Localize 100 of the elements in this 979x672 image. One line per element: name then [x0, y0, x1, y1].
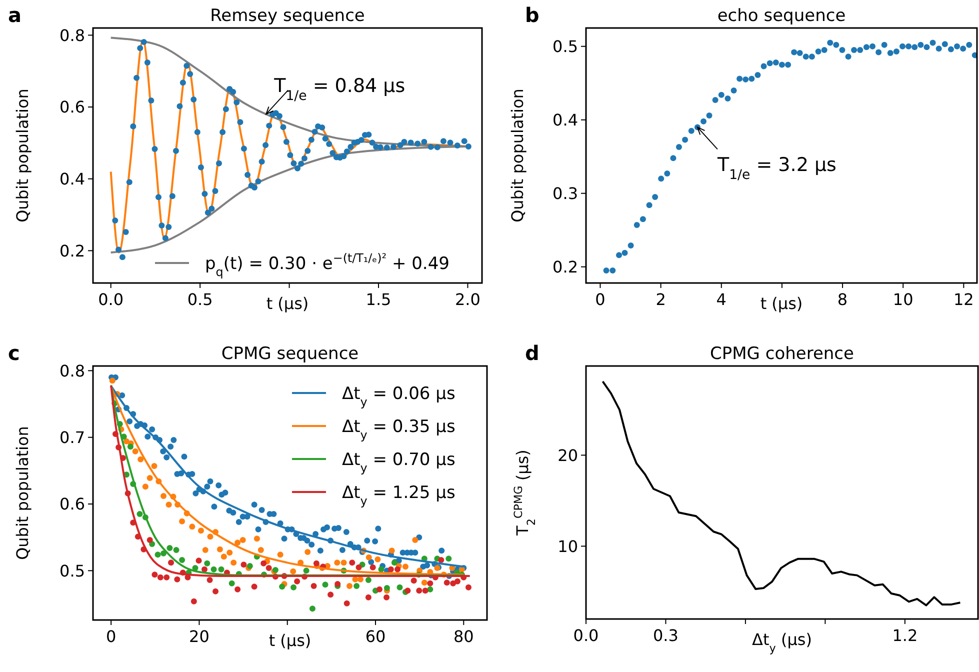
- legend-label: Δt$_{y}$ = 1.25 µs: [342, 482, 456, 508]
- point: [168, 560, 174, 566]
- point: [388, 566, 394, 572]
- annotation: T$_{1/e}$ = 0.84 µs: [273, 75, 406, 104]
- annotation: T$_{1/e}$ = 3.2 µs: [716, 154, 836, 183]
- line-series: [602, 380, 962, 606]
- point: [152, 572, 158, 578]
- y-tick-label: 0.5: [552, 36, 578, 56]
- point: [438, 557, 444, 563]
- point: [427, 580, 434, 586]
- x-tick-label: 2: [656, 290, 666, 309]
- y-tick-label: 20: [558, 446, 578, 465]
- point: [157, 574, 164, 580]
- point: [173, 547, 180, 553]
- point: [444, 580, 450, 586]
- chart-title: CPMG sequence: [221, 344, 359, 364]
- text: b: [525, 3, 540, 27]
- point: [127, 444, 134, 450]
- chart-title: echo sequence: [717, 6, 846, 26]
- legend-label: Δt$_{y}$ = 0.35 µs: [342, 416, 456, 442]
- y-tick-label: 0.4: [552, 110, 578, 130]
- point: [313, 560, 320, 566]
- x-axis-title: Δt$_{y}$ (µs): [752, 630, 812, 654]
- y-tick-label: 0.2: [60, 241, 85, 260]
- x-tick-label: 10: [892, 290, 914, 309]
- x-tick-label: 4: [716, 290, 726, 309]
- point: [196, 558, 202, 564]
- x-tick-label: 2.0: [455, 290, 480, 309]
- y-tick-label: 0.8: [60, 361, 85, 380]
- point: [416, 588, 422, 594]
- point: [465, 584, 472, 590]
- point: [328, 592, 334, 598]
- x-tick-label: 0: [106, 627, 116, 646]
- x-tick-label: 0.0: [573, 626, 599, 645]
- chart-title: CPMG coherence: [710, 344, 854, 364]
- point: [422, 588, 428, 594]
- x-tick-label: 1.2: [892, 626, 918, 645]
- point: [410, 578, 417, 584]
- x-tick-label: 0.5: [187, 290, 213, 309]
- point: [266, 565, 272, 571]
- point: [365, 577, 372, 583]
- point: [354, 583, 360, 589]
- x-tick-label: 80: [453, 627, 474, 646]
- x-tick-label: 8: [837, 290, 848, 309]
- point: [370, 564, 376, 570]
- chart-title: Remsey sequence: [210, 6, 365, 26]
- y-tick-label: 0.3: [552, 184, 578, 203]
- point: [218, 566, 224, 572]
- point: [164, 574, 170, 580]
- x-tick-label: 60: [365, 627, 386, 646]
- point: [356, 564, 362, 570]
- point: [427, 586, 434, 592]
- legend-label: Δt$_{y}$ = 0.70 µs: [342, 450, 456, 475]
- point: [303, 568, 310, 574]
- point: [228, 580, 235, 586]
- point: [349, 560, 356, 566]
- point: [204, 560, 210, 566]
- x-tick-label: 20: [189, 627, 210, 646]
- x-tick-label: 12: [953, 290, 974, 309]
- text: c: [8, 341, 20, 365]
- point: [376, 586, 382, 592]
- point: [294, 578, 300, 584]
- y-tick-label: 0.5: [60, 561, 85, 580]
- x-axis-title: t (µs): [268, 631, 312, 650]
- point: [384, 594, 390, 600]
- y-tick-label: 0.6: [60, 98, 85, 117]
- x-tick-label: 0: [595, 290, 606, 309]
- point: [310, 583, 317, 589]
- point: [394, 566, 401, 572]
- point: [210, 566, 217, 572]
- legend-label: p$_{q}$(t) = 0.30 · e$^{−(t/T₁/ₑ)²}$ + 0.49: [205, 250, 450, 279]
- point: [179, 557, 186, 563]
- point: [446, 556, 452, 562]
- point: [260, 560, 267, 566]
- y-tick-label: 10: [558, 536, 578, 556]
- point: [384, 585, 390, 591]
- y-axis-title: Qubit population: [13, 426, 32, 560]
- point: [240, 562, 247, 568]
- point: [190, 598, 197, 604]
- point: [166, 545, 173, 551]
- legend-label: Δt$_{y}$ = 0.06 µs: [342, 384, 456, 409]
- x-tick-label: 0.0: [98, 290, 124, 309]
- point: [378, 566, 384, 572]
- y-axis-title: Qubit population: [13, 88, 32, 222]
- point: [251, 584, 258, 590]
- point: [234, 586, 241, 592]
- point: [212, 588, 219, 594]
- point: [404, 588, 411, 594]
- x-tick-label: 0.3: [653, 626, 678, 645]
- point: [206, 577, 213, 583]
- point: [322, 582, 328, 588]
- point: [344, 600, 350, 606]
- x-tick-label: 1.5: [366, 290, 392, 309]
- point: [309, 606, 316, 612]
- y-tick-label: 0.6: [60, 494, 85, 514]
- y-tick-label: 0.2: [552, 257, 578, 276]
- point: [365, 594, 372, 600]
- x-axis-title: t (µs): [266, 294, 309, 313]
- point: [160, 550, 167, 556]
- text: d: [525, 341, 540, 365]
